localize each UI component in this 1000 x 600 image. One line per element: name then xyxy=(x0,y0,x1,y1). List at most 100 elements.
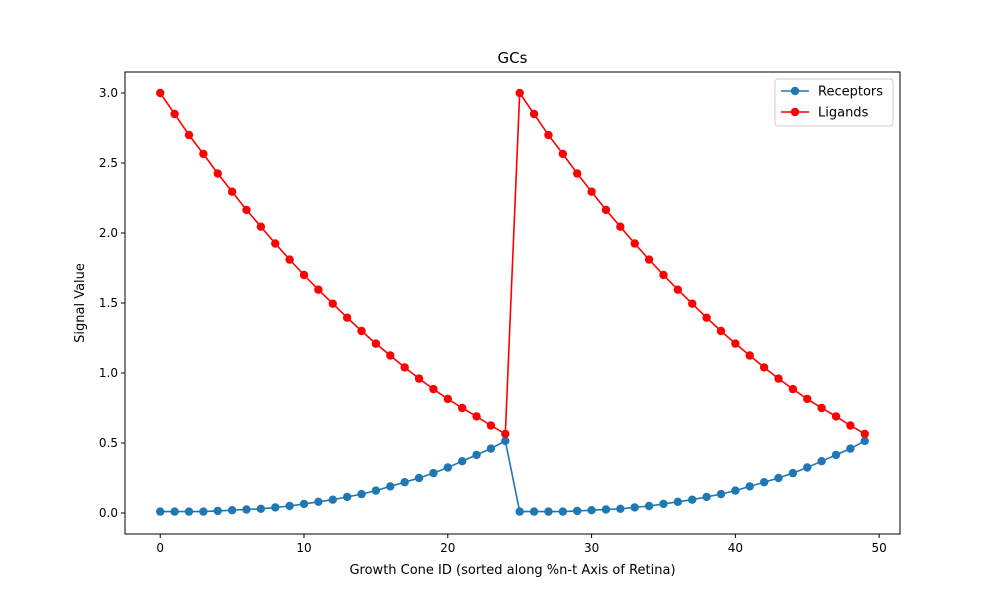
series-line-ligands xyxy=(159,90,866,436)
data-point-receptors xyxy=(673,497,683,506)
data-point-receptors xyxy=(831,450,841,460)
data-point-receptors xyxy=(803,463,812,472)
data-point-receptors xyxy=(601,505,611,514)
data-point-ligands xyxy=(443,394,452,404)
data-point-ligands xyxy=(227,187,237,196)
y-tick-label: 2.0 xyxy=(99,226,118,240)
data-point-ligands xyxy=(342,313,352,322)
x-tick-label: 50 xyxy=(872,541,887,555)
data-point-receptors xyxy=(213,506,222,516)
data-point-ligands xyxy=(774,374,783,383)
data-point-receptors xyxy=(702,492,711,502)
data-point-ligands xyxy=(846,421,855,430)
data-point-receptors xyxy=(271,503,280,512)
data-point-ligands xyxy=(156,88,165,98)
data-point-receptors xyxy=(616,504,625,513)
data-point-receptors xyxy=(558,507,568,516)
y-tick-label: 2.5 xyxy=(99,156,118,170)
data-point-ligands xyxy=(386,351,395,360)
data-point-ligands xyxy=(472,412,481,421)
y-axis: 0.0 0.5 1.0 1.5 2.0 2.5 3.0 xyxy=(99,86,125,520)
x-axis: 0 10 20 30 40 50 xyxy=(156,534,887,555)
data-point-receptors xyxy=(328,495,337,504)
data-point-receptors xyxy=(846,444,855,453)
data-point-ligands xyxy=(515,88,524,98)
data-point-ligands xyxy=(759,363,769,372)
data-point-ligands xyxy=(371,339,381,348)
x-tick-label: 40 xyxy=(728,541,743,555)
data-point-receptors xyxy=(630,503,639,512)
data-point-receptors xyxy=(688,495,697,504)
data-point-ligands xyxy=(544,130,553,140)
data-point-ligands xyxy=(731,339,740,348)
data-point-ligands xyxy=(242,205,251,215)
data-point-receptors xyxy=(285,501,294,511)
data-point-receptors xyxy=(472,450,481,460)
data-point-ligands xyxy=(457,403,467,413)
data-point-receptors xyxy=(256,504,266,513)
series-receptors xyxy=(156,436,869,516)
data-point-receptors xyxy=(529,507,539,516)
legend-marker-ligands xyxy=(790,107,800,117)
legend-label-receptors: Receptors xyxy=(818,85,883,100)
data-point-receptors xyxy=(745,482,754,491)
data-point-ligands xyxy=(558,149,568,159)
data-point-ligands xyxy=(213,169,222,178)
data-point-ligands xyxy=(673,285,683,294)
data-point-ligands xyxy=(831,412,841,421)
x-tick-label: 30 xyxy=(584,541,599,555)
data-point-receptors xyxy=(573,506,582,516)
data-point-ligands xyxy=(860,429,869,439)
data-point-ligands xyxy=(400,363,409,372)
data-point-ligands xyxy=(314,285,323,294)
data-point-receptors xyxy=(400,478,409,487)
data-point-ligands xyxy=(745,351,754,360)
data-point-receptors xyxy=(544,507,553,516)
data-point-ligands xyxy=(688,299,697,308)
data-point-ligands xyxy=(616,222,625,231)
data-point-ligands xyxy=(184,130,194,140)
data-point-ligands xyxy=(659,270,668,280)
data-point-receptors xyxy=(659,499,668,509)
data-point-receptors xyxy=(731,486,740,495)
data-point-receptors xyxy=(774,473,783,483)
x-tick-label: 0 xyxy=(156,541,164,555)
data-point-ligands xyxy=(716,326,726,336)
data-point-ligands xyxy=(644,255,654,264)
data-point-ligands xyxy=(328,299,337,308)
data-point-receptors xyxy=(429,468,438,478)
data-point-receptors xyxy=(184,507,194,516)
data-point-receptors xyxy=(788,468,798,478)
data-point-receptors xyxy=(342,492,352,502)
data-point-receptors xyxy=(759,478,769,487)
legend-label-ligands: Ligands xyxy=(818,106,869,121)
data-point-receptors xyxy=(716,489,726,499)
y-axis-label: Signal Value xyxy=(73,263,88,343)
data-point-ligands xyxy=(587,187,596,196)
x-axis-label: Growth Cone ID (sorted along %n-t Axis o… xyxy=(349,563,675,578)
data-point-receptors xyxy=(299,499,309,509)
data-point-ligands xyxy=(788,384,798,394)
series-layer xyxy=(156,88,869,516)
y-tick-label: 1.0 xyxy=(99,366,118,380)
chart-title: GCs xyxy=(498,49,528,67)
data-point-ligands xyxy=(817,403,826,413)
data-point-receptors xyxy=(860,436,869,446)
plot-area-frame xyxy=(124,71,901,535)
data-point-receptors xyxy=(386,482,395,491)
data-point-receptors xyxy=(199,507,208,516)
x-tick-label: 20 xyxy=(440,541,455,555)
data-point-receptors xyxy=(486,444,496,453)
data-point-ligands xyxy=(170,109,179,119)
data-point-ligands xyxy=(573,169,582,178)
data-point-ligands xyxy=(285,255,294,264)
y-tick-label: 0.5 xyxy=(99,436,118,450)
legend: Receptors Ligands xyxy=(774,78,894,127)
data-point-ligands xyxy=(199,149,208,159)
data-point-receptors xyxy=(170,507,179,516)
data-point-receptors xyxy=(227,506,237,515)
data-point-ligands xyxy=(357,326,366,336)
data-point-ligands xyxy=(529,109,539,119)
data-point-receptors xyxy=(501,436,510,446)
